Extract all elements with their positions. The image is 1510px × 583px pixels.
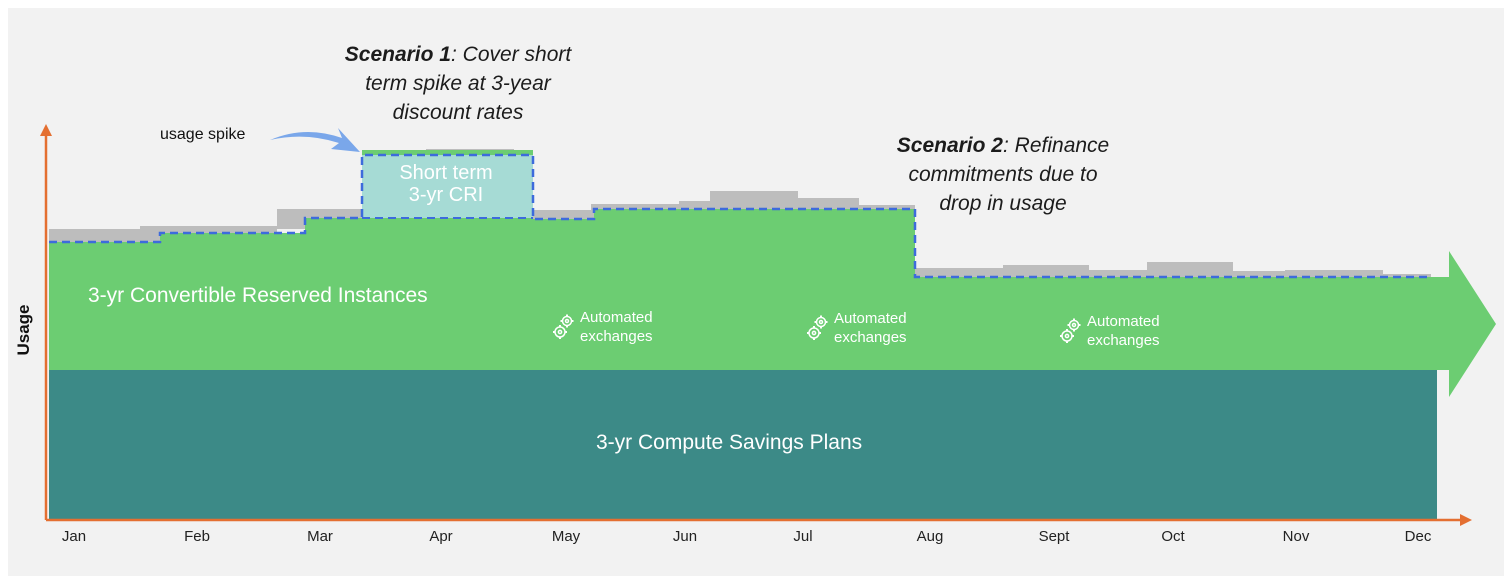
short-term-cri-block (362, 155, 533, 218)
month-label: Aug (916, 528, 944, 545)
short-term-cri-label-line1: Short term (399, 162, 493, 184)
scenario-2-line2: commitments due to (908, 163, 1098, 186)
month-label: Jun (672, 528, 698, 545)
convertible-ri-label: 3-yr Convertible Reserved Instances (88, 284, 428, 307)
month-label: Jul (793, 528, 813, 545)
month-label: Dec (1404, 528, 1432, 545)
scenario-1-line2: term spike at 3-year (365, 72, 551, 95)
automated-exchanges-callout: Automated exchanges (552, 308, 653, 346)
axes (40, 124, 1472, 526)
short-term-cri-label: Short term 3-yr CRI (362, 162, 530, 206)
gears-icon (553, 314, 574, 339)
month-label: Oct (1161, 528, 1185, 545)
month-label: Sept (1038, 528, 1070, 545)
usage-spike-label: usage spike (160, 126, 246, 143)
scenario-2-callout: Scenario 2: Refinance commitments due to… (868, 131, 1138, 218)
y-axis-arrowhead (40, 124, 52, 136)
automated-exchanges-callout: Automated exchanges (1059, 312, 1160, 350)
commitment-line (49, 153, 1431, 279)
automated-exchanges-line1: Automated (834, 310, 907, 327)
gears-icon (807, 315, 828, 340)
scenario-2-title: Scenario 2 (896, 134, 1003, 157)
savings-plans-label: 3-yr Compute Savings Plans (596, 431, 863, 454)
scenario-1-text: : Cover short (451, 43, 572, 66)
y-axis-label: Usage (14, 304, 33, 356)
curved-arrow-icon (270, 128, 360, 152)
month-label: Feb (184, 528, 210, 545)
automated-exchanges-callout: Automated exchanges (806, 309, 907, 347)
scenario-2-line3: drop in usage (939, 192, 1067, 215)
automated-exchanges-line1: Automated (1087, 313, 1160, 330)
automated-exchanges-line2: exchanges (1087, 332, 1160, 349)
savings-plans-band (49, 370, 1437, 520)
month-label: Mar (307, 528, 333, 545)
scenario-2-text: : Refinance (1003, 134, 1110, 157)
short-term-cri-label-line2: 3-yr CRI (408, 184, 484, 206)
scenario-1-callout: Scenario 1: Cover short term spike at 3-… (318, 40, 598, 127)
month-label: May (551, 528, 581, 545)
gears-icon (1060, 318, 1081, 343)
month-label: Apr (429, 528, 453, 545)
automated-exchanges-line2: exchanges (580, 328, 653, 345)
scenario-1-title: Scenario 1 (344, 43, 451, 66)
x-axis-arrowhead (1460, 514, 1472, 526)
usage-bar (710, 191, 798, 211)
month-label: Jan (61, 528, 87, 545)
scenario-1-line3: discount rates (392, 101, 524, 124)
automated-exchanges-line2: exchanges (834, 329, 907, 346)
month-label: Nov (1282, 528, 1310, 545)
automated-exchanges-line1: Automated (580, 309, 653, 326)
